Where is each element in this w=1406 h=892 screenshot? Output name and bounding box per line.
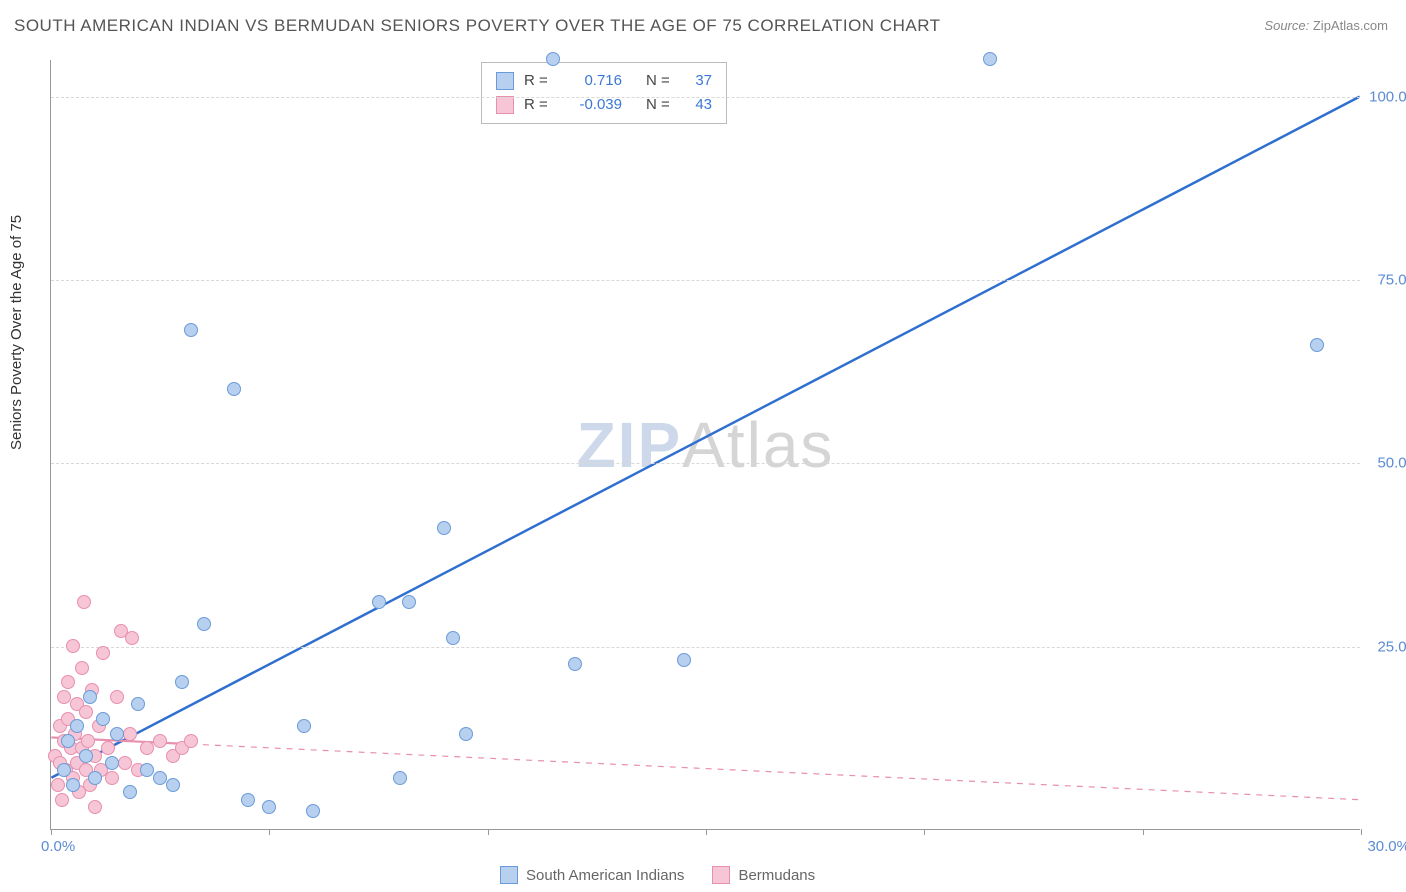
x-tick xyxy=(488,829,489,835)
data-point xyxy=(75,661,89,675)
legend-swatch-2 xyxy=(712,866,730,884)
source-value: ZipAtlas.com xyxy=(1313,18,1388,33)
gridline-h xyxy=(51,97,1360,98)
swatch-series-1 xyxy=(496,72,514,90)
data-point xyxy=(51,778,65,792)
y-tick-label: 25.0% xyxy=(1377,638,1406,655)
data-point xyxy=(105,756,119,770)
chart-title: SOUTH AMERICAN INDIAN VS BERMUDAN SENIOR… xyxy=(14,16,941,36)
y-tick-label: 75.0% xyxy=(1377,272,1406,289)
bottom-legend: South American Indians Bermudans xyxy=(500,866,815,884)
data-point xyxy=(262,800,276,814)
data-point xyxy=(110,727,124,741)
swatch-series-2 xyxy=(496,96,514,114)
y-axis-label: Seniors Poverty Over the Age of 75 xyxy=(8,215,25,450)
data-point xyxy=(79,705,93,719)
data-point xyxy=(101,741,115,755)
trend-lines-svg xyxy=(51,60,1360,829)
data-point xyxy=(66,778,80,792)
legend-label-1: South American Indians xyxy=(526,867,684,884)
stats-legend-box: R = 0.716 N = 37 R = -0.039 N = 43 xyxy=(481,62,727,124)
data-point xyxy=(140,763,154,777)
data-point xyxy=(437,521,451,535)
data-point xyxy=(61,675,75,689)
data-point xyxy=(140,741,154,755)
gridline-h xyxy=(51,463,1360,464)
r-value-1: 0.716 xyxy=(562,69,622,93)
x-tick xyxy=(924,829,925,835)
data-point xyxy=(227,382,241,396)
source-label: Source: xyxy=(1264,18,1309,33)
legend-swatch-1 xyxy=(500,866,518,884)
x-tick xyxy=(51,829,52,835)
stats-row-series-1: R = 0.716 N = 37 xyxy=(496,69,712,93)
x-tick xyxy=(1361,829,1362,835)
watermark: ZIPAtlas xyxy=(577,408,835,482)
data-point xyxy=(96,646,110,660)
data-point xyxy=(153,771,167,785)
watermark-rest: Atlas xyxy=(682,409,834,481)
data-point xyxy=(57,690,71,704)
legend-item-1: South American Indians xyxy=(500,866,684,884)
data-point xyxy=(1310,338,1324,352)
data-point xyxy=(96,712,110,726)
data-point xyxy=(118,756,132,770)
data-point xyxy=(166,778,180,792)
data-point xyxy=(306,804,320,818)
gridline-h xyxy=(51,647,1360,648)
data-point xyxy=(55,793,69,807)
data-point xyxy=(123,785,137,799)
data-point xyxy=(66,639,80,653)
data-point xyxy=(88,771,102,785)
data-point xyxy=(459,727,473,741)
watermark-bold: ZIP xyxy=(577,409,683,481)
chart-area: ZIPAtlas R = 0.716 N = 37 R = -0.039 N =… xyxy=(50,60,1360,830)
legend-item-2: Bermudans xyxy=(712,866,815,884)
data-point xyxy=(175,675,189,689)
y-tick-label: 100.0% xyxy=(1369,88,1406,105)
data-point xyxy=(61,734,75,748)
data-point xyxy=(983,52,997,66)
data-point xyxy=(81,734,95,748)
x-tick xyxy=(706,829,707,835)
data-point xyxy=(197,617,211,631)
n-label: N = xyxy=(646,69,672,93)
n-value-1: 37 xyxy=(682,69,712,93)
data-point xyxy=(184,734,198,748)
data-point xyxy=(546,52,560,66)
data-point xyxy=(372,595,386,609)
data-point xyxy=(123,727,137,741)
data-point xyxy=(125,631,139,645)
data-point xyxy=(57,763,71,777)
x-tick xyxy=(1143,829,1144,835)
y-tick-label: 50.0% xyxy=(1377,455,1406,472)
x-min-label: 0.0% xyxy=(41,838,75,855)
plot-region: ZIPAtlas R = 0.716 N = 37 R = -0.039 N =… xyxy=(50,60,1360,830)
data-point xyxy=(677,653,691,667)
data-point xyxy=(77,595,91,609)
source-citation: Source: ZipAtlas.com xyxy=(1264,18,1388,33)
data-point xyxy=(446,631,460,645)
data-point xyxy=(83,690,97,704)
data-point xyxy=(393,771,407,785)
data-point xyxy=(70,719,84,733)
data-point xyxy=(110,690,124,704)
data-point xyxy=(153,734,167,748)
data-point xyxy=(568,657,582,671)
gridline-h xyxy=(51,280,1360,281)
data-point xyxy=(184,323,198,337)
x-tick xyxy=(269,829,270,835)
x-max-label: 30.0% xyxy=(1367,838,1406,855)
data-point xyxy=(105,771,119,785)
data-point xyxy=(131,697,145,711)
data-point xyxy=(88,800,102,814)
data-point xyxy=(79,749,93,763)
data-point xyxy=(241,793,255,807)
r-label: R = xyxy=(524,69,552,93)
data-point xyxy=(402,595,416,609)
data-point xyxy=(297,719,311,733)
legend-label-2: Bermudans xyxy=(738,867,815,884)
